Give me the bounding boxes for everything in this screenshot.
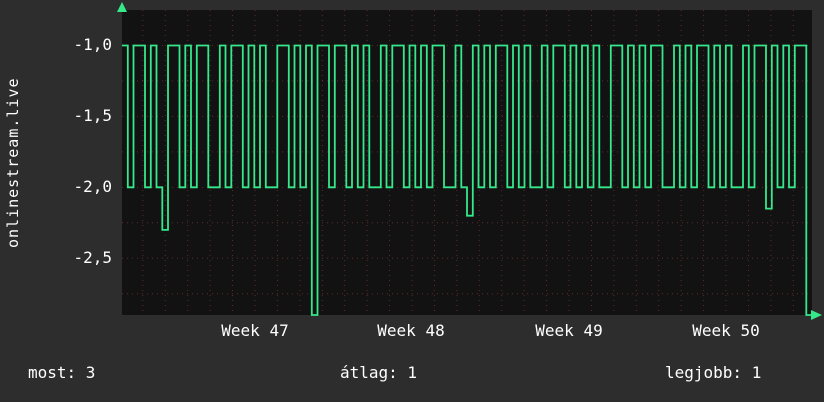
stat-best: legjobb: 1 <box>665 363 762 382</box>
x-axis-arrow-icon <box>811 310 822 320</box>
y-tick-label: -2,0 <box>73 177 112 196</box>
stat-average: átlag: 1 <box>340 363 418 382</box>
x-tick-label-week-49: Week 49 <box>535 321 603 340</box>
x-tick-label-week-50: Week 50 <box>692 321 760 340</box>
y-axis-arrow-icon <box>117 2 127 12</box>
stat-current: most: 3 <box>28 363 96 382</box>
x-tick-label-week-47: Week 47 <box>221 321 289 340</box>
x-tick-label-week-48: Week 48 <box>377 321 445 340</box>
series-line <box>122 44 812 316</box>
y-tick-label: -1,0 <box>73 35 112 54</box>
y-tick-label: -2,5 <box>73 248 112 267</box>
y-tick-label: -1,5 <box>73 106 112 125</box>
